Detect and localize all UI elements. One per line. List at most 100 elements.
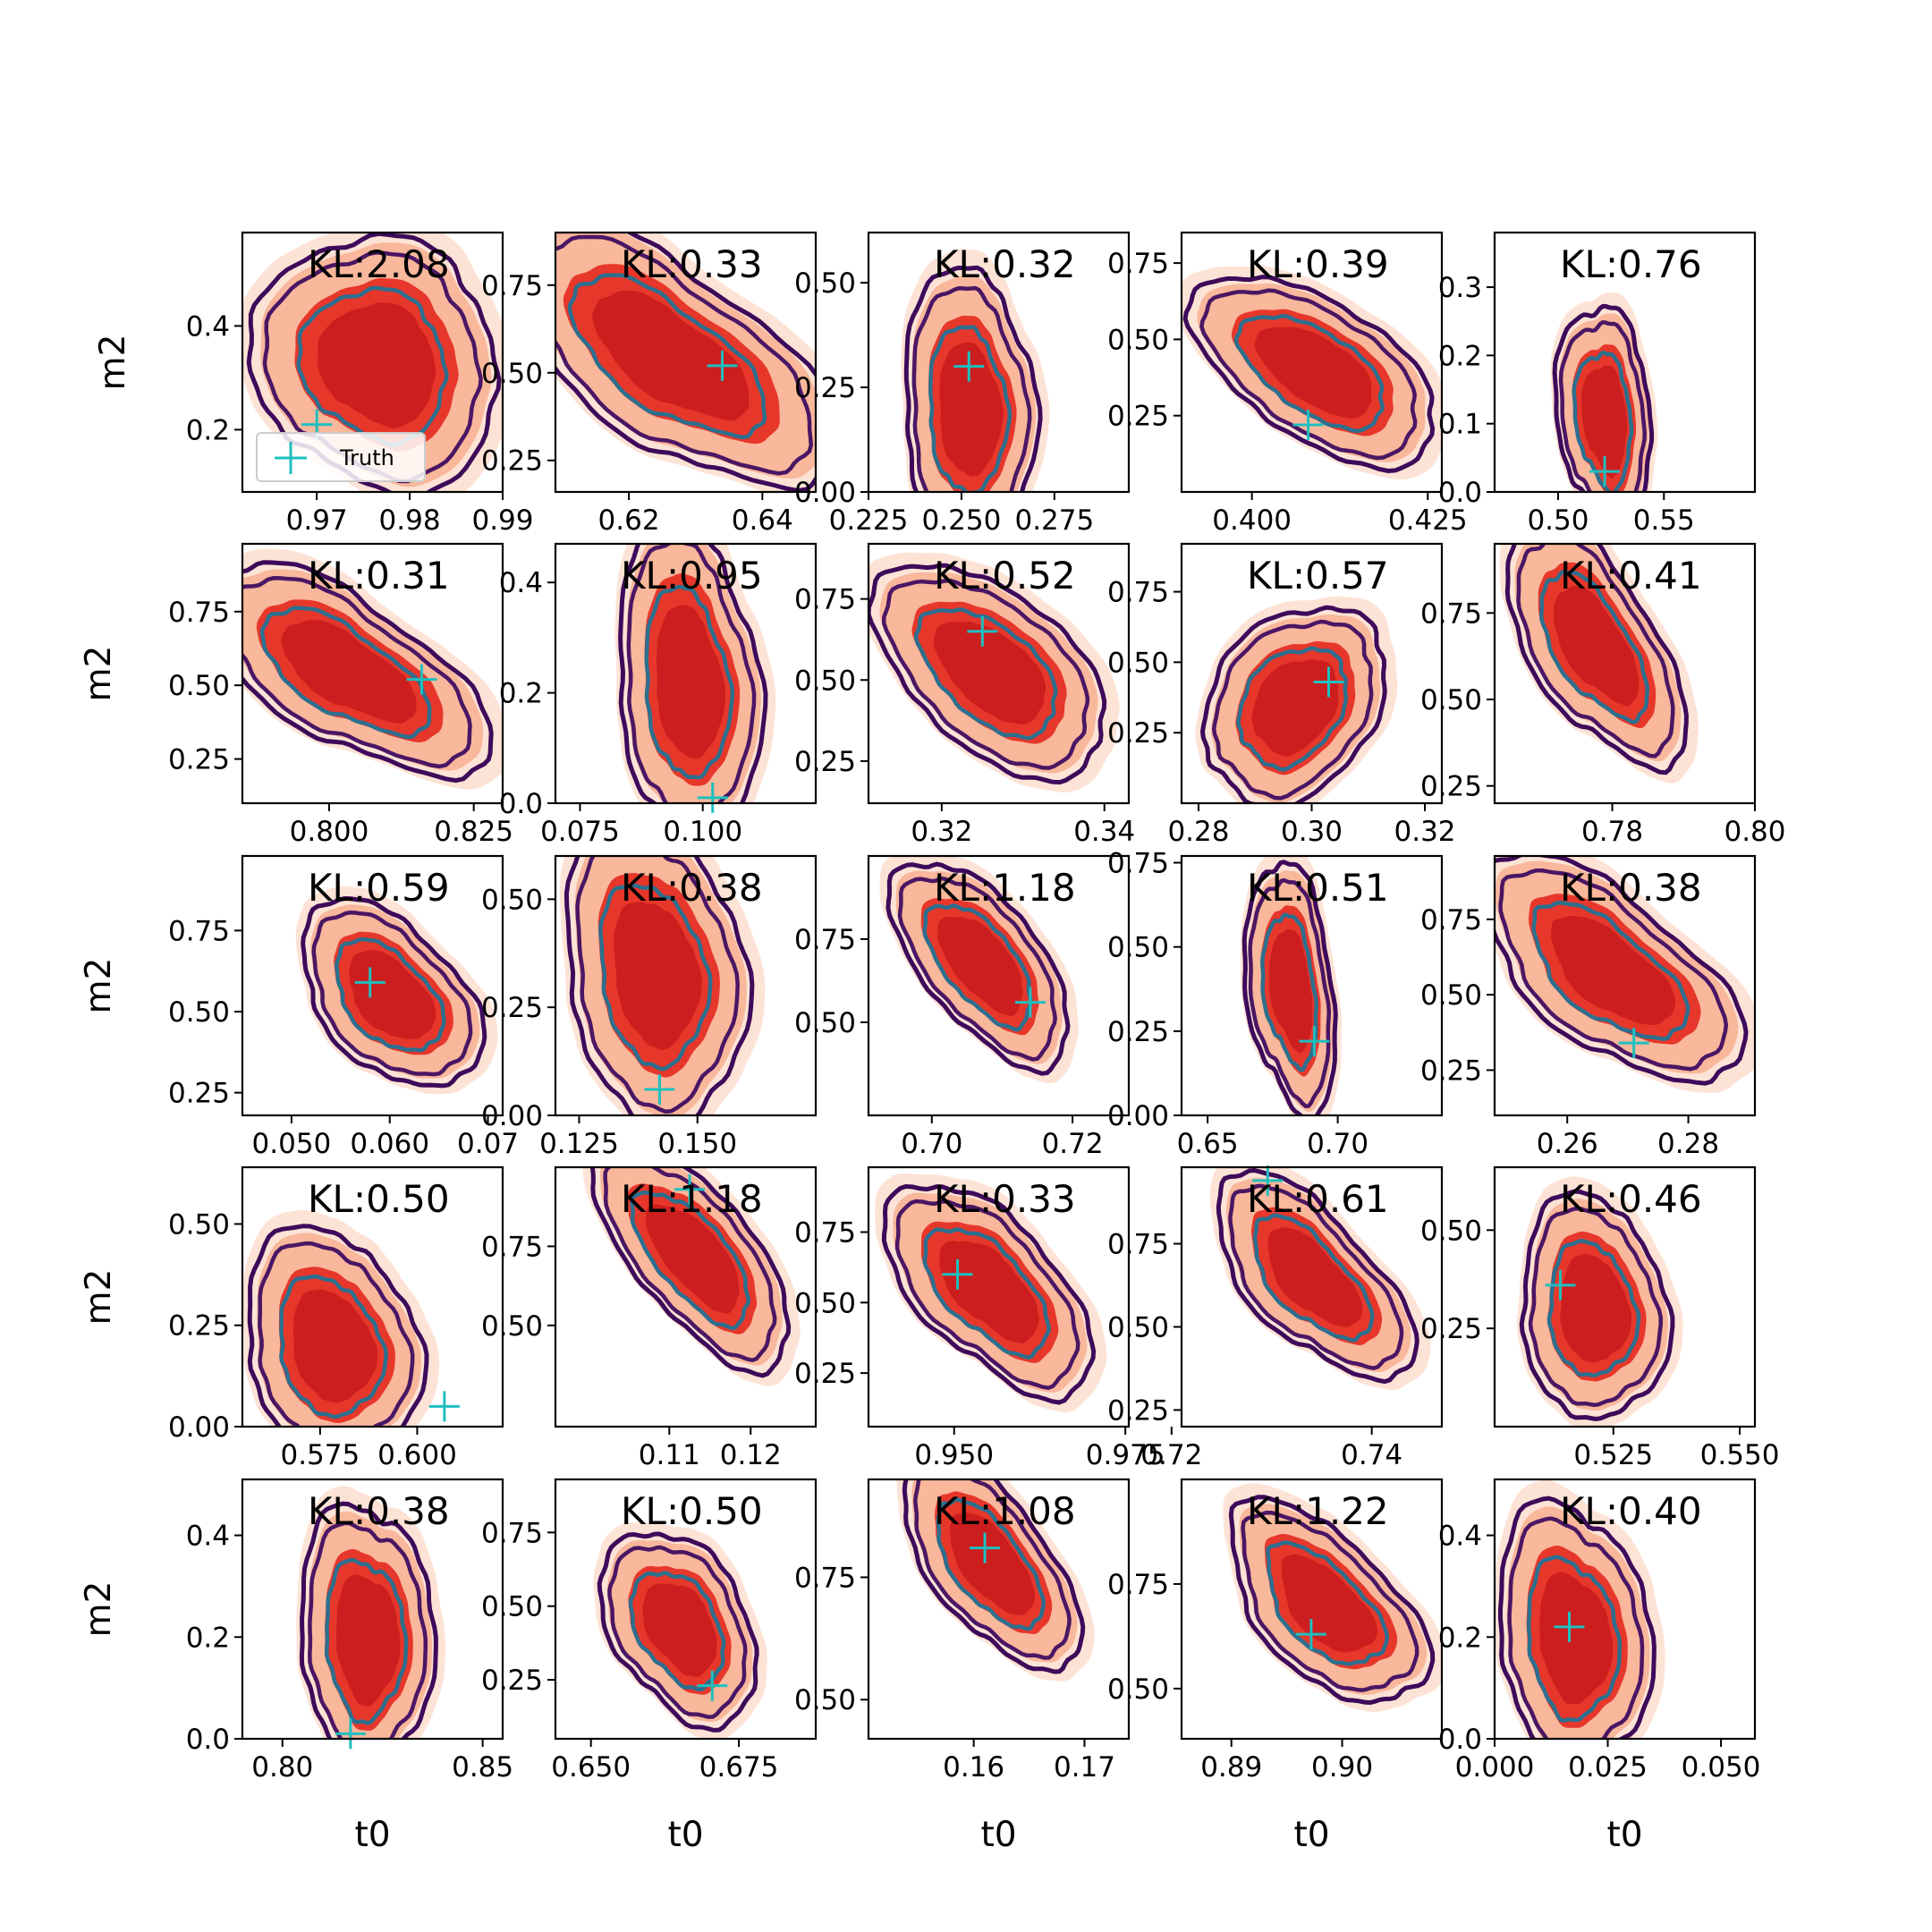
y-axis-label: m2: [79, 646, 119, 702]
x-tick-label: 0.64: [732, 504, 793, 537]
panel-r4-c5: 0.525 0.550 0.25 0.50 KL:0.46: [1420, 1165, 1780, 1471]
truth-marker: [1589, 456, 1621, 487]
contour-inner: [567, 273, 767, 440]
density-fill-level-4: [1267, 1227, 1363, 1327]
y-tick-label: 0.25: [1107, 1016, 1169, 1048]
contour-middle: [262, 250, 483, 484]
contour-middle: [242, 576, 472, 769]
y-tick-label: 0.1: [1438, 409, 1482, 441]
y-tick-label: 0.50: [481, 358, 543, 390]
panel-r2-c3: 0.32 0.34 0.25 0.50 0.75 KL:0.52: [794, 542, 1135, 848]
y-tick-label: 0.00: [794, 477, 856, 509]
panel-r1-c2: 0.62 0.64 0.25 0.50 0.75 KL:0.33: [481, 231, 818, 537]
x-tick-label: 0.07: [457, 1128, 519, 1160]
kl-annotation: KL:1.18: [621, 1177, 763, 1221]
panel-r3-c1: 0.050 0.060 0.07 0.25 0.50 0.75 KL:0.59 m2: [79, 854, 519, 1160]
density-layers: [1499, 544, 1699, 784]
kl-annotation: KL:0.50: [621, 1489, 763, 1533]
y-tick-label: 0.0: [186, 1724, 230, 1756]
contour-inner: [1260, 912, 1319, 1072]
contour-outer: [1241, 860, 1338, 1115]
truth-marker: [354, 967, 386, 998]
panel-r1-c5: 0.50 0.55 0.0 0.1 0.2 0.3 KL:0.76: [1438, 231, 1757, 537]
x-tick-label: 0.600: [377, 1439, 457, 1471]
x-tick-label: 0.89: [1200, 1751, 1262, 1784]
contour-middle: [1211, 619, 1374, 801]
y-tick-label: 0.25: [168, 1310, 230, 1343]
x-tick-label: 0.97: [286, 504, 348, 537]
contour-middle: [1228, 1183, 1404, 1371]
density-fill-level-4: [933, 621, 1046, 724]
x-tick-label: 0.550: [1700, 1439, 1780, 1471]
kl-annotation: KL:0.95: [621, 554, 763, 597]
truth-marker: [1545, 1269, 1576, 1301]
density-fill-level-4: [1550, 916, 1676, 1025]
x-tick-label: 0.650: [551, 1751, 631, 1784]
panel-r2-c4: 0.28 0.30 0.32 0.25 0.50 0.75 KL:0.57: [1107, 542, 1456, 848]
y-tick-label: 0.50: [1107, 324, 1169, 356]
axes-frame: [867, 231, 1131, 494]
y-tick-label: 0.25: [168, 1078, 230, 1110]
contour-middle: [1498, 868, 1729, 1072]
y-tick-label: 0.75: [1420, 904, 1482, 936]
x-tick-label: 0.90: [1311, 1751, 1373, 1784]
y-tick-label: 0.75: [1107, 1569, 1169, 1601]
density-layers: [593, 1522, 767, 1739]
axes-frame: [554, 1165, 818, 1428]
density-fill-level-4: [939, 1241, 1039, 1343]
x-tick-label: 0.12: [720, 1439, 782, 1471]
x-axis-label: t0: [1606, 1815, 1642, 1855]
panel-r3-c3: 0.70 0.72 0.50 0.75 KL:1.18: [794, 854, 1131, 1160]
density-layers: [296, 1486, 445, 1739]
truth-marker: [707, 350, 738, 381]
density-fill-level-4: [1269, 928, 1313, 1054]
axes-frame: [241, 854, 504, 1117]
contour-outer: [1199, 605, 1387, 803]
y-tick-label: 0.50: [794, 1007, 856, 1039]
y-tick-label: 0.50: [794, 1684, 856, 1716]
kl-annotation: KL:0.32: [934, 242, 1076, 286]
truth-marker: [1292, 409, 1324, 440]
density-fill-level-4: [317, 302, 436, 428]
truth-marker: [644, 1074, 675, 1105]
truth-marker: [967, 615, 998, 647]
truth-marker: [697, 782, 728, 813]
panel-r3-c4: 0.65 0.70 0.00 0.25 0.50 0.75 KL:0.51: [1107, 848, 1444, 1160]
panel-r4-c2: 0.11 0.12 0.50 0.75 KL:1.18: [481, 1165, 818, 1471]
panel-r4-c4: 0.72 0.74 0.25 0.50 0.75 KL:0.61: [1107, 1165, 1444, 1471]
y-tick-label: 0.25: [1107, 717, 1169, 750]
y-tick-label: 0.50: [1420, 1215, 1482, 1247]
kl-annotation: KL:0.57: [1247, 554, 1389, 597]
y-tick-label: 0.3: [1438, 272, 1482, 304]
kl-annotation: KL:0.33: [934, 1177, 1076, 1221]
y-tick-label: 0.0: [1438, 1724, 1482, 1756]
contour-middle: [894, 1199, 1080, 1391]
contour-outer: [299, 1501, 438, 1739]
panel-r3-c5: 0.26 0.28 0.25 0.50 0.75 KL:0.38: [1420, 854, 1757, 1160]
panel-r5-c5: 0.000 0.025 0.050 0.0 0.2 0.4 KL:0.40 t0: [1438, 1478, 1760, 1855]
contour-inner: [1526, 1555, 1623, 1724]
y-tick-label: 0.00: [168, 1411, 230, 1444]
y-tick-label: 0.2: [1438, 1622, 1482, 1654]
kl-annotation: KL:0.40: [1560, 1489, 1702, 1533]
contour-inner: [628, 1571, 726, 1691]
y-tick-label: 0.0: [499, 788, 543, 820]
kl-annotation: KL:0.59: [308, 866, 450, 910]
axes-frame: [554, 542, 818, 805]
contour-middle: [1248, 877, 1332, 1109]
panel-r2-c1: 0.800 0.825 0.25 0.50 0.75 KL:0.31 m2: [79, 542, 513, 848]
density-fill-level-4: [950, 1512, 1036, 1615]
x-tick-label: 0.675: [699, 1751, 779, 1784]
contour-outer: [902, 1479, 1086, 1674]
kl-annotation: KL:1.08: [934, 1489, 1076, 1533]
density-layers: [875, 1173, 1107, 1412]
y-tick-label: 0.50: [481, 1591, 543, 1623]
x-tick-label: 0.55: [1633, 504, 1695, 537]
x-tick-label: 0.32: [1394, 816, 1456, 848]
kl-annotation: KL:0.52: [934, 554, 1076, 597]
truth-marker: [1014, 987, 1046, 1018]
axes-frame: [867, 1478, 1131, 1741]
contour-outer: [1182, 275, 1436, 474]
truth-marker: [406, 664, 437, 695]
kl-annotation: KL:0.38: [308, 1489, 450, 1533]
